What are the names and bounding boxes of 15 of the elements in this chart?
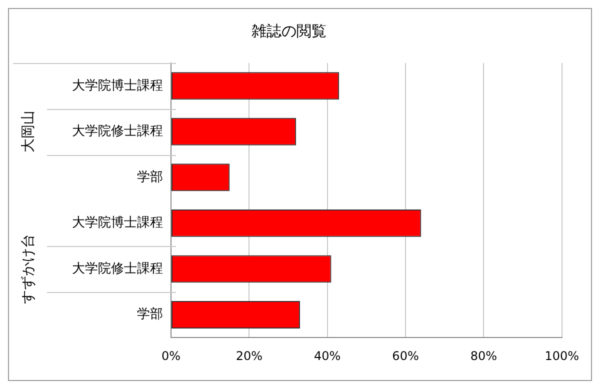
- y-tick-label: 大学院修士課程: [72, 124, 163, 140]
- x-tick-label: 100%: [544, 348, 580, 363]
- chart-title: 雑誌の閲覧: [252, 22, 326, 40]
- text: すずかけ台: [20, 234, 37, 304]
- x-tick-label: 40%: [314, 348, 341, 363]
- x-tick-label: 80%: [470, 348, 498, 363]
- x-tick-label: 20%: [236, 348, 263, 363]
- text: 大岡山: [20, 110, 37, 153]
- y-tick-label: 大学院博士課程: [72, 216, 163, 231]
- x-tick-label: 0%: [161, 348, 181, 363]
- y-tick-label: 学部: [137, 307, 163, 322]
- y-tick-label: 学部: [137, 170, 163, 185]
- x-tick-label: 60%: [392, 348, 419, 363]
- y-tick-label: 大学院修士課程: [72, 261, 163, 276]
- y-tick-label: 大学院博士課程: [72, 78, 163, 94]
